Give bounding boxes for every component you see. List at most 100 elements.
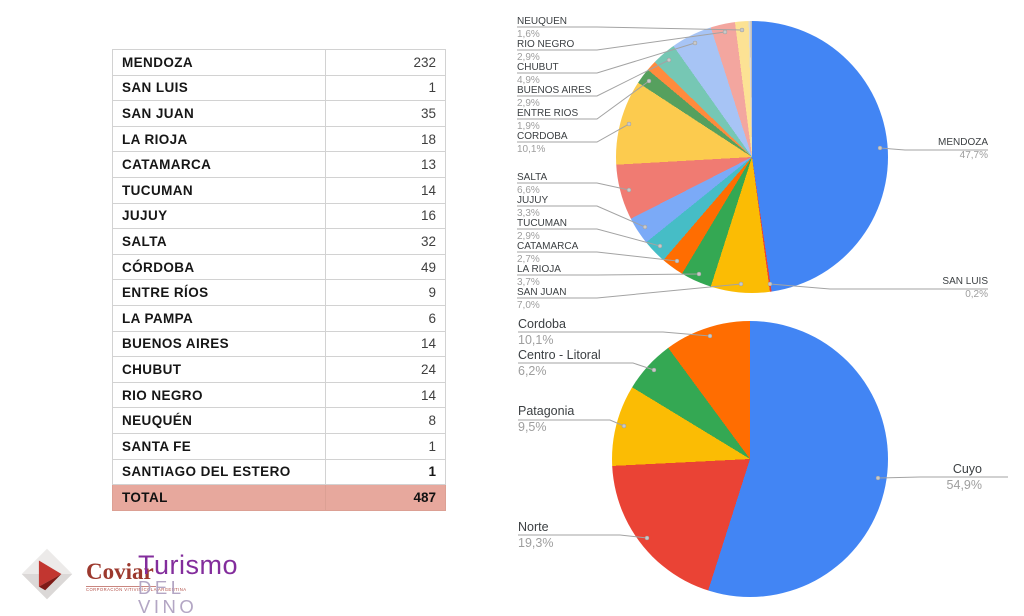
pie-label: Cordoba 10,1%	[518, 317, 566, 347]
table-row: LA PAMPA 6	[112, 304, 446, 332]
pie-label-pct: 10,1%	[518, 333, 554, 347]
count-cell: 14	[325, 381, 446, 409]
pie-label-name: JUJUY	[517, 195, 549, 206]
turismo-wordmark: Turismo	[138, 550, 239, 580]
table-total-row: TOTAL 487	[112, 484, 446, 511]
table-row: SALTA 32	[112, 228, 446, 255]
provinces-pie-chart	[616, 21, 888, 293]
pie-label-name: RIO NEGRO	[517, 39, 575, 50]
coviar-wordmark: Coviar	[86, 559, 154, 584]
count-cell: 8	[325, 407, 446, 434]
pie-label-pct: 7,0%	[517, 300, 540, 311]
pie-label: CATAMARCA 2,7%	[517, 241, 578, 265]
pie-label: TUCUMAN 2,9%	[517, 218, 567, 242]
pie-label: JUJUY 3,3%	[517, 195, 548, 219]
total-value-cell: 487	[325, 484, 446, 511]
pie-label-name: SAN LUIS	[942, 276, 988, 287]
pie-label: BUENOS AIRES 2,9%	[517, 85, 591, 109]
province-name-cell: MENDOZA	[112, 49, 326, 76]
pie-label-pct: 0,2%	[965, 289, 988, 300]
regions-pie-chart	[612, 321, 888, 597]
pie-label-name: SALTA	[517, 172, 548, 183]
count-cell: 1	[325, 458, 446, 486]
coviar-logo: Coviar CORPORACIÓN VITIVINÍCOLA ARGENTIN…	[86, 559, 186, 592]
table-row: ENTRE RÍOS 9	[112, 279, 446, 306]
count-cell: 16	[325, 202, 446, 230]
pie-label-name: Patagonia	[518, 404, 575, 418]
pie-label-name: MENDOZA	[938, 137, 988, 148]
pie-label-pct: 2,7%	[517, 254, 540, 265]
province-name-cell: SAN LUIS	[112, 74, 326, 102]
province-name-cell: LA RIOJA	[112, 125, 326, 153]
total-label-cell: TOTAL	[112, 484, 326, 511]
pie-label: CHUBUT 4,9%	[517, 62, 559, 86]
count-cell: 14	[325, 176, 446, 204]
pie-label: LA RIOJA 3,7%	[517, 264, 561, 288]
count-cell: 18	[325, 125, 446, 153]
province-count-table: MENDOZA 232 SAN LUIS 1 SAN JUAN 35 LA RIOJA…	[112, 49, 446, 511]
table-row: TUCUMAN 14	[112, 176, 446, 204]
coviar-diamond-icon	[21, 548, 73, 600]
count-cell: 49	[325, 253, 446, 281]
count-cell: 1	[325, 432, 446, 460]
table-row: SAN LUIS 1	[112, 74, 446, 102]
leader-line	[877, 476, 1008, 479]
pie-label-pct: 3,3%	[517, 208, 540, 219]
pie-label: RIO NEGRO 2,9%	[517, 39, 574, 63]
pie-label-name: BUENOS AIRES	[517, 85, 592, 96]
pie-label-pct: 19,3%	[518, 536, 554, 550]
pie-label-name: TUCUMAN	[517, 218, 567, 229]
pie-label: SAN JUAN 7,0%	[517, 287, 566, 311]
pie-label-pct: 9,5%	[518, 420, 547, 434]
province-name-cell: SALTA	[112, 228, 326, 255]
pie-label-pct: 6,6%	[517, 185, 540, 196]
pie-label-name: CATAMARCA	[517, 241, 579, 252]
province-name-cell: CATAMARCA	[112, 151, 326, 178]
province-name-cell: SAN JUAN	[112, 100, 326, 127]
pie-label: Patagonia 9,5%	[518, 404, 574, 434]
count-cell: 6	[325, 304, 446, 332]
pie-label-pct: 3,7%	[517, 277, 540, 288]
table-row: RIO NEGRO 14	[112, 381, 446, 409]
province-name-cell: CÓRDOBA	[112, 253, 326, 281]
pie-label: MENDOZA 47,7%	[938, 137, 988, 161]
pie-label-name: LA RIOJA	[517, 264, 561, 275]
province-name-cell: RIO NEGRO	[112, 381, 326, 409]
count-cell: 9	[325, 279, 446, 306]
province-name-cell: LA PAMPA	[112, 304, 326, 332]
table-row: SAN JUAN 35	[112, 100, 446, 127]
table-row: NEUQUÉN 8	[112, 407, 446, 434]
count-cell: 1	[325, 74, 446, 102]
pie-label-name: SAN JUAN	[517, 287, 567, 298]
pie-label: ENTRE RIOS 1,9%	[517, 108, 578, 132]
count-cell: 32	[325, 228, 446, 255]
pie-label-name: CORDOBA	[517, 131, 568, 142]
count-cell: 24	[325, 356, 446, 383]
table-row: CÓRDOBA 49	[112, 253, 446, 281]
table-row: CHUBUT 24	[112, 356, 446, 383]
pie-label-name: Norte	[518, 520, 549, 534]
pie-label-name: ENTRE RIOS	[517, 108, 579, 119]
pie-label-pct: 1,6%	[517, 29, 540, 40]
table-row: SANTA FE 1	[112, 432, 446, 460]
province-name-cell: ENTRE RÍOS	[112, 279, 326, 306]
pie-label-pct: 2,9%	[517, 231, 540, 242]
pie-label: CORDOBA 10,1%	[517, 131, 568, 155]
pie-label: SAN LUIS 0,2%	[942, 276, 988, 300]
province-name-cell: NEUQUÉN	[112, 407, 326, 434]
del-vino-wordmark: DEL VINO	[138, 577, 198, 616]
pie-label-pct: 6,2%	[518, 364, 547, 378]
province-name-cell: TUCUMAN	[112, 176, 326, 204]
table-row: SANTIAGO DEL ESTERO 1	[112, 458, 446, 486]
pie-label-pct: 2,9%	[517, 52, 540, 63]
province-name-cell: BUENOS AIRES	[112, 330, 326, 358]
pie-label: Norte 19,3%	[518, 520, 553, 550]
pie-label-name: CHUBUT	[517, 62, 559, 73]
count-cell: 13	[325, 151, 446, 178]
pie-label-pct: 54,9%	[946, 478, 982, 492]
count-cell: 14	[325, 330, 446, 358]
pie-label-name: Cuyo	[952, 462, 982, 476]
table-row: BUENOS AIRES 14	[112, 330, 446, 358]
pie-label-name: Cordoba	[518, 317, 566, 331]
